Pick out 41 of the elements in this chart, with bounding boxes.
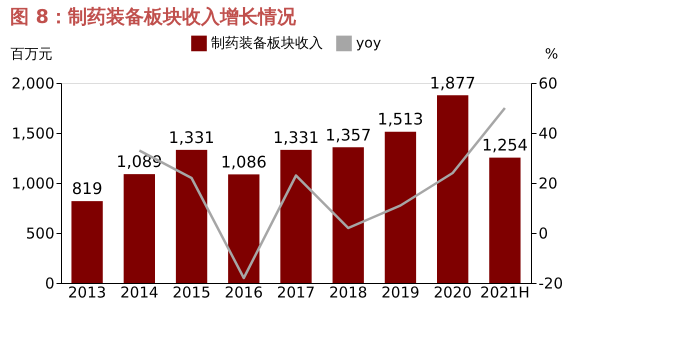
bar: [384, 132, 416, 283]
y2-tick-label: 0: [538, 224, 548, 242]
bar: [176, 150, 208, 283]
y2-axis-title: %: [544, 46, 558, 62]
legend-label: yoy: [356, 35, 382, 52]
y2-tick-label: 60: [538, 74, 558, 92]
bar: [124, 174, 155, 283]
x-tick-label: 2014: [120, 284, 158, 302]
data-label: 1,331: [273, 128, 319, 147]
x-tick-label: 2017: [276, 284, 316, 302]
data-label: 1,877: [430, 73, 476, 92]
y-tick-label: 1,000: [12, 174, 54, 192]
data-label: 1,331: [168, 128, 214, 147]
y-tick-label: 2,000: [12, 74, 54, 92]
bar: [71, 201, 103, 283]
data-label: 1,086: [220, 152, 267, 172]
y-axis-title: 百万元: [10, 46, 52, 62]
chart-title: 图 8：制药装备板块收入增长情况: [10, 6, 297, 28]
x-tick-label: 2016: [224, 284, 263, 302]
data-label: 1,254: [482, 136, 528, 155]
bar: [228, 174, 260, 283]
bar: [280, 150, 312, 283]
x-tick-label: 2019: [381, 284, 420, 302]
data-label: 1,513: [378, 110, 424, 129]
data-label: 819: [72, 179, 102, 198]
y2-tick-label: -20: [538, 274, 563, 292]
legend-label: 制药装备板块收入: [211, 35, 323, 52]
data-label: 1,357: [325, 125, 372, 144]
y2-tick-label: 20: [538, 174, 558, 192]
y2-tick-label: 40: [538, 124, 558, 142]
y-tick-label: 0: [44, 274, 54, 292]
x-tick-label: 2013: [68, 284, 106, 302]
x-tick-label: 2015: [172, 284, 211, 302]
bar: [332, 147, 364, 283]
x-tick-label: 2021H: [480, 284, 530, 302]
x-tick-label: 2020: [434, 284, 472, 302]
bar: [437, 95, 468, 283]
y-tick-label: 1,500: [12, 124, 54, 142]
bar: [489, 158, 521, 283]
x-tick-label: 2018: [329, 284, 368, 302]
y-tick-label: 500: [26, 224, 54, 242]
